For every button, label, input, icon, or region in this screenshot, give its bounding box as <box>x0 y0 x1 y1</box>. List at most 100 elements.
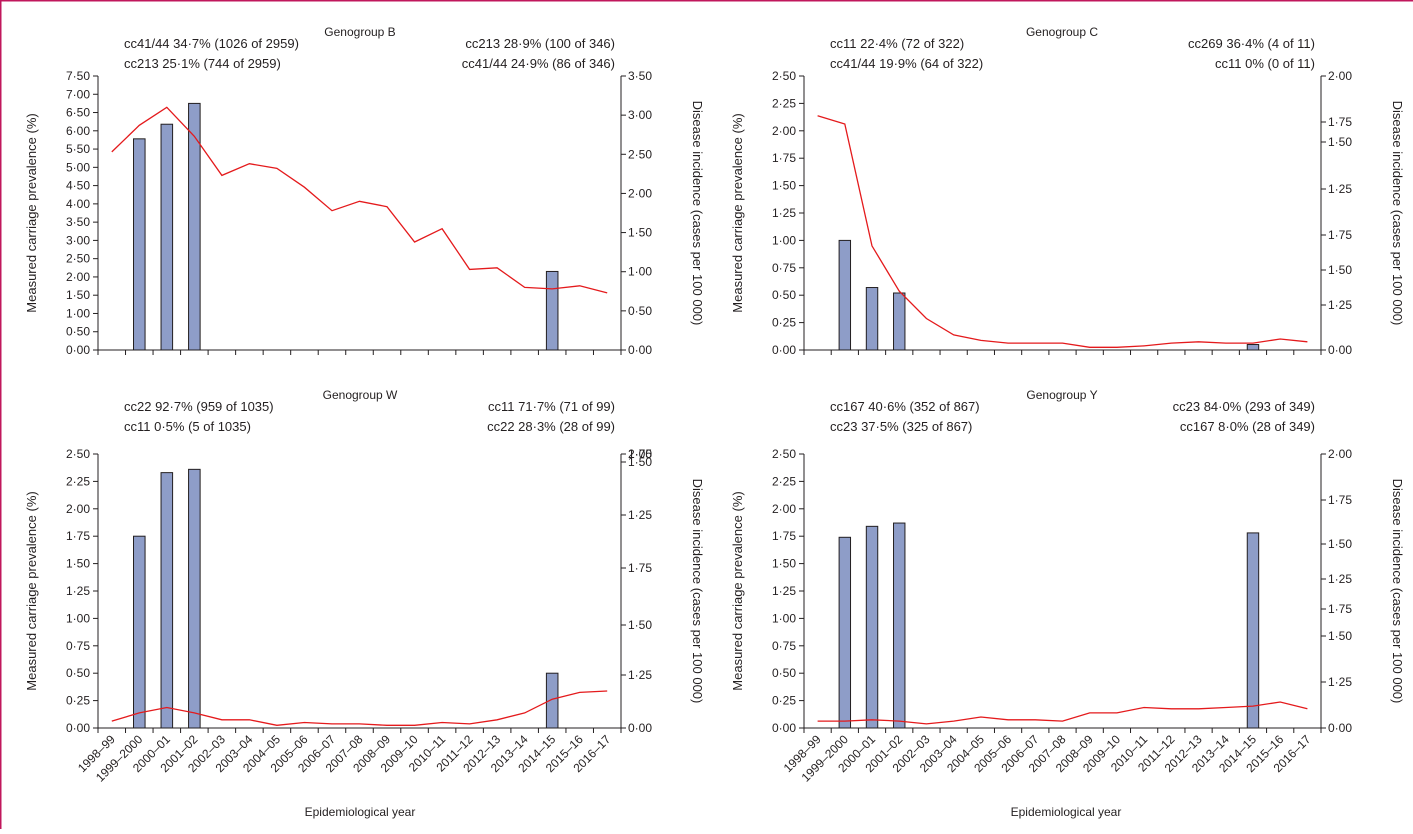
carriage-bar <box>188 102 201 351</box>
left-tick-label: 5·50 <box>66 142 90 156</box>
incidence-line <box>817 701 1308 725</box>
carriage-bar <box>160 123 174 351</box>
right-axis-label: Disease incidence (cases per 100 000) <box>690 479 705 704</box>
right-tick-label: 1·25 <box>628 668 652 682</box>
panel-title: Genogroup W <box>323 388 398 402</box>
annotation-right-1: cc213 28·9% (100 of 346) <box>465 36 615 51</box>
left-tick-label: 5·00 <box>66 160 90 174</box>
annotation-right-2: cc167 8·0% (28 of 349) <box>1180 419 1315 434</box>
right-tick-label: 1·75 <box>1328 602 1352 616</box>
left-tick-label: 0·50 <box>772 666 796 680</box>
right-tick-label: 0·00 <box>628 721 652 735</box>
left-tick-label: 2·25 <box>772 474 796 488</box>
right-tick-label: 0·00 <box>1328 343 1352 357</box>
left-tick-label: 1·50 <box>772 557 796 571</box>
left-tick-label: 0·50 <box>66 325 90 339</box>
left-axis-label: Measured carriage prevalence (%) <box>730 113 745 312</box>
chart-panel-genogroup-b: Genogroup B cc41/44 34·7% (1026 of 2959) c… <box>24 25 705 357</box>
left-tick-label: 2·50 <box>66 447 90 461</box>
right-tick-label: 1·50 <box>1328 263 1352 277</box>
right-tick-label: 1·25 <box>1328 182 1352 196</box>
left-tick-label: 1·25 <box>772 206 796 220</box>
right-tick-label: 1·50 <box>1328 629 1352 643</box>
right-tick-label: 1·75 <box>1328 493 1352 507</box>
panel-title: Genogroup B <box>324 25 395 39</box>
left-tick-label: 2·00 <box>772 502 796 516</box>
chart-panel-genogroup-c: Genogroup C cc11 22·4% (72 of 322) cc41/44… <box>730 25 1405 357</box>
incidence-line <box>111 106 608 294</box>
right-tick-label: 1·75 <box>628 447 652 461</box>
annotation-left-1: cc167 40·6% (352 of 867) <box>830 399 980 414</box>
carriage-bar <box>545 672 559 729</box>
left-tick-label: 0·00 <box>772 343 796 357</box>
left-tick-label: 1·25 <box>772 584 796 598</box>
carriage-bar <box>133 138 146 351</box>
right-axis-label: Disease incidence (cases per 100 000) <box>690 101 705 326</box>
left-tick-label: 0·75 <box>772 261 796 275</box>
left-axis-label: Measured carriage prevalence (%) <box>24 113 39 312</box>
left-tick-label: 1·50 <box>772 179 796 193</box>
right-tick-label: 2·50 <box>628 147 652 161</box>
right-tick-label: 1·75 <box>1328 228 1352 242</box>
left-tick-label: 1·00 <box>772 611 796 625</box>
right-axis-label: Disease incidence (cases per 100 000) <box>1390 479 1405 704</box>
carriage-bar <box>893 522 906 729</box>
left-tick-label: 2·00 <box>66 502 90 516</box>
left-tick-label: 2·50 <box>772 447 796 461</box>
right-tick-label: 0·00 <box>628 343 652 357</box>
right-tick-label: 1·25 <box>1328 572 1352 586</box>
left-tick-label: 1·75 <box>772 529 796 543</box>
left-tick-label: 2·00 <box>772 124 796 138</box>
left-tick-label: 7·00 <box>66 87 90 101</box>
x-axis-label-left: Epidemiological year <box>305 805 416 819</box>
carriage-bar <box>160 472 174 729</box>
carriage-bar <box>1246 344 1260 351</box>
left-tick-label: 0·75 <box>772 639 796 653</box>
annotation-left-2: cc213 25·1% (744 of 2959) <box>124 56 281 71</box>
right-tick-label: 1·50 <box>628 226 652 240</box>
left-tick-label: 0·25 <box>772 316 796 330</box>
right-tick-label: 1·25 <box>1328 298 1352 312</box>
left-tick-label: 4·00 <box>66 197 90 211</box>
left-tick-label: 2·25 <box>772 96 796 110</box>
annotation-left-1: cc41/44 34·7% (1026 of 2959) <box>124 36 299 51</box>
carriage-bar <box>1246 532 1260 729</box>
left-axis-label: Measured carriage prevalence (%) <box>730 491 745 690</box>
carriage-bar <box>865 525 879 729</box>
annotation-right-1: cc11 71·7% (71 of 99) <box>488 399 615 414</box>
right-tick-label: 2·00 <box>1328 447 1352 461</box>
right-tick-label: 1·00 <box>628 265 652 279</box>
annotation-right-2: cc11 0% (0 of 11) <box>1215 56 1315 71</box>
left-tick-label: 0·25 <box>772 694 796 708</box>
left-tick-label: 6·50 <box>66 106 90 120</box>
annotation-left-1: cc22 92·7% (959 of 1035) <box>124 399 274 414</box>
left-tick-label: 1·25 <box>66 584 90 598</box>
annotation-left-2: cc11 0·5% (5 of 1035) <box>124 419 251 434</box>
annotation-left-2: cc41/44 19·9% (64 of 322) <box>830 56 983 71</box>
left-tick-label: 4·50 <box>66 179 90 193</box>
x-axis-label-right: Epidemiological year <box>1011 805 1122 819</box>
left-tick-label: 2·50 <box>66 252 90 266</box>
left-tick-label: 6·00 <box>66 124 90 138</box>
left-tick-label: 1·50 <box>66 288 90 302</box>
right-tick-label: 1·50 <box>1328 135 1352 149</box>
left-tick-label: 1·75 <box>772 151 796 165</box>
carriage-bar <box>133 535 146 729</box>
right-axis-label: Disease incidence (cases per 100 000) <box>1390 101 1405 326</box>
incidence-line <box>817 115 1308 348</box>
right-tick-label: 3·50 <box>628 69 652 83</box>
annotation-left-1: cc11 22·4% (72 of 322) <box>830 36 964 51</box>
left-tick-label: 1·00 <box>66 306 90 320</box>
left-tick-label: 0·00 <box>772 721 796 735</box>
left-tick-label: 2·25 <box>66 474 90 488</box>
right-tick-label: 1·50 <box>628 455 652 469</box>
panel-title: Genogroup Y <box>1026 388 1097 402</box>
left-axis-label: Measured carriage prevalence (%) <box>24 491 39 690</box>
left-tick-label: 0·25 <box>66 694 90 708</box>
right-tick-label: 1·50 <box>628 618 652 632</box>
left-tick-label: 1·00 <box>772 233 796 247</box>
left-tick-label: 3·50 <box>66 215 90 229</box>
chart-panel-genogroup-y: Genogroup Y cc167 40·6% (352 of 867) cc23 … <box>730 388 1405 785</box>
